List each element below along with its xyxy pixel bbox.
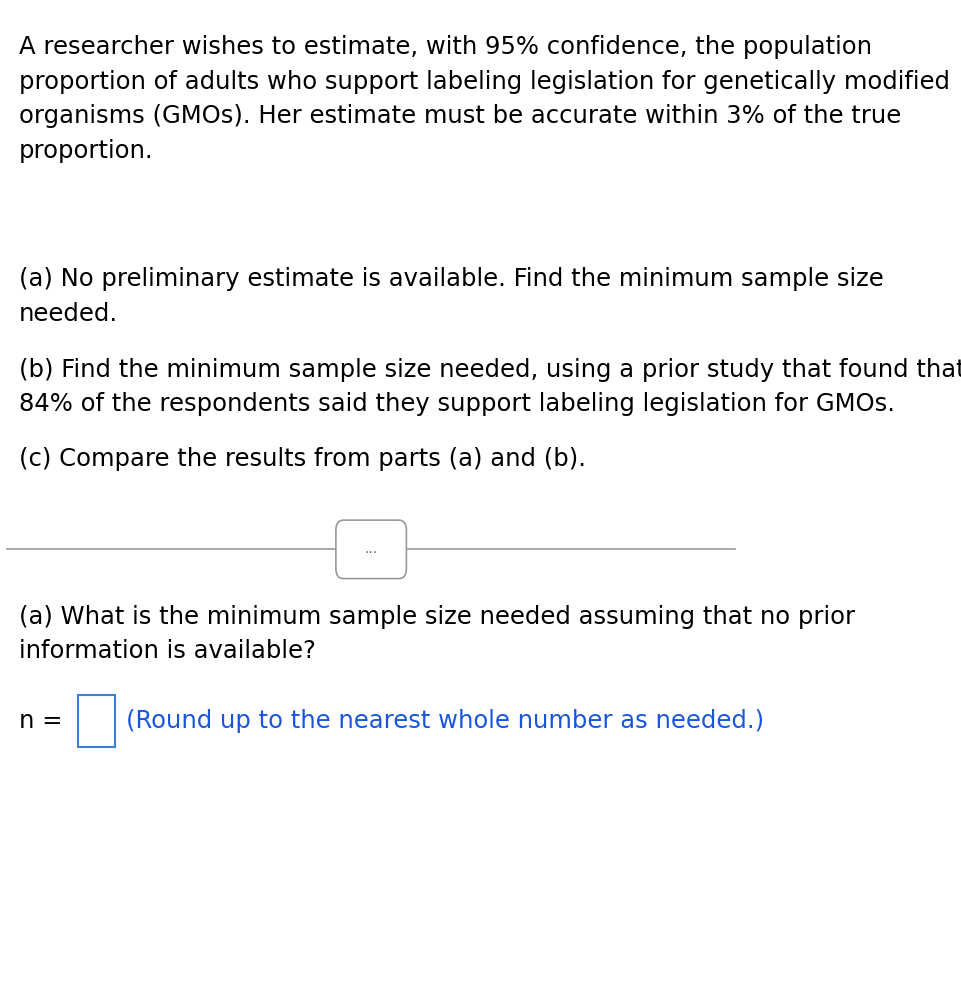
FancyBboxPatch shape: [335, 520, 406, 579]
Text: (a) No preliminary estimate is available. Find the minimum sample size
needed.: (a) No preliminary estimate is available…: [18, 267, 882, 326]
FancyBboxPatch shape: [78, 695, 115, 747]
Text: A researcher wishes to estimate, with 95% confidence, the population
proportion : A researcher wishes to estimate, with 95…: [18, 35, 949, 162]
Text: (Round up to the nearest whole number as needed.): (Round up to the nearest whole number as…: [126, 709, 764, 733]
Text: (b) Find the minimum sample size needed, using a prior study that found that
84%: (b) Find the minimum sample size needed,…: [18, 358, 961, 416]
Text: n =: n =: [18, 709, 70, 733]
Text: ...: ...: [364, 542, 378, 556]
Text: (c) Compare the results from parts (a) and (b).: (c) Compare the results from parts (a) a…: [18, 447, 585, 471]
Text: (a) What is the minimum sample size needed assuming that no prior
information is: (a) What is the minimum sample size need…: [18, 605, 853, 663]
